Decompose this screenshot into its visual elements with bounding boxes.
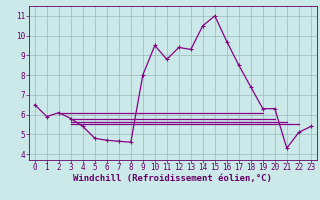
X-axis label: Windchill (Refroidissement éolien,°C): Windchill (Refroidissement éolien,°C) bbox=[73, 174, 272, 183]
